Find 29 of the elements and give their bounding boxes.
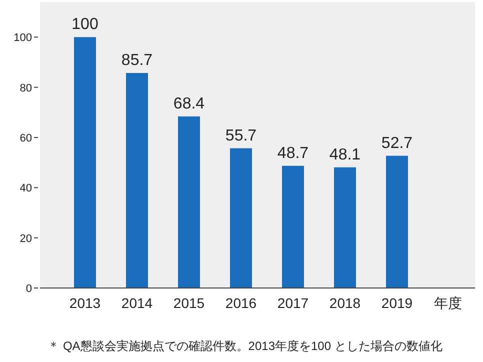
x-tick-label: 2017 xyxy=(277,295,309,311)
data-label: 100 xyxy=(72,16,98,34)
bar xyxy=(282,166,304,288)
x-tick-label: 2013 xyxy=(69,295,101,311)
bar xyxy=(386,156,408,288)
data-label: 52.7 xyxy=(381,134,413,152)
bar xyxy=(178,116,200,288)
y-tick-label: 0 xyxy=(26,283,32,295)
data-label: 48.1 xyxy=(329,146,361,164)
y-tick-label: 100 xyxy=(14,32,32,44)
y-tick-label: 20 xyxy=(20,232,32,245)
x-tick-label: 2015 xyxy=(173,295,205,311)
x-tick-label: 2014 xyxy=(121,295,153,311)
text: ＊ QA懇談会実施拠点での確認件数。2013年度を100 とした場合の数値化 xyxy=(48,339,442,353)
bar xyxy=(74,37,96,288)
y-tick-label: 40 xyxy=(20,182,32,195)
data-label: 48.7 xyxy=(277,144,309,162)
data-label: 55.7 xyxy=(225,127,257,144)
x-tick-label: 2018 xyxy=(329,295,361,311)
x-tick-label: 2019 xyxy=(381,295,413,311)
bar xyxy=(230,148,252,288)
x-axis-title: 年度 xyxy=(434,295,462,311)
data-label: 68.4 xyxy=(173,95,205,112)
y-tick-label: 60 xyxy=(20,132,32,144)
bar xyxy=(334,167,356,288)
y-tick-label: 80 xyxy=(20,82,32,94)
bar xyxy=(126,73,148,288)
x-tick-label: 2016 xyxy=(225,295,257,311)
data-label: 85.7 xyxy=(121,52,153,69)
